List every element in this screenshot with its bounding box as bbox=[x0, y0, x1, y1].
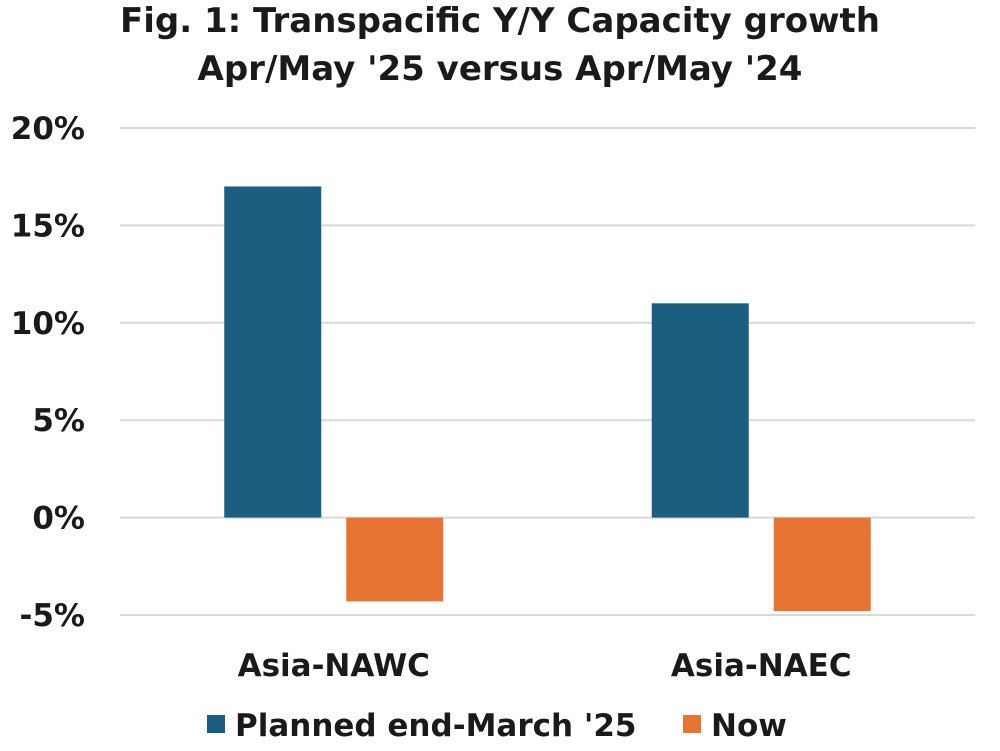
category-label: Asia-NAWC bbox=[238, 648, 430, 684]
chart-subtitle: Apr/May '25 versus Apr/May '24 bbox=[198, 49, 803, 89]
y-tick-label: 5% bbox=[32, 403, 85, 439]
bar bbox=[651, 303, 749, 518]
legend-label: Planned end-March '25 bbox=[235, 708, 637, 744]
y-tick-label: 0% bbox=[32, 501, 85, 537]
legend: Planned end-March '25 Now bbox=[207, 708, 787, 744]
bar bbox=[224, 186, 322, 518]
chart-title: Fig. 1: Transpacific Y/Y Capacity growth bbox=[120, 1, 880, 41]
bar bbox=[773, 517, 871, 612]
x-axis-categories: Asia-NAWC Asia-NAEC bbox=[238, 648, 852, 684]
bar bbox=[346, 517, 444, 602]
bars bbox=[224, 186, 871, 612]
y-axis-ticks: 20% 15% 10% 5% 0% -5% bbox=[11, 111, 85, 634]
y-tick-label: 15% bbox=[11, 208, 85, 244]
y-tick-label: 10% bbox=[11, 306, 85, 342]
legend-label: Now bbox=[711, 708, 787, 744]
category-label: Asia-NAEC bbox=[671, 648, 852, 684]
legend-swatch bbox=[683, 715, 701, 733]
y-tick-label: -5% bbox=[20, 598, 86, 634]
y-tick-label: 20% bbox=[11, 111, 85, 147]
legend-swatch bbox=[207, 715, 225, 733]
